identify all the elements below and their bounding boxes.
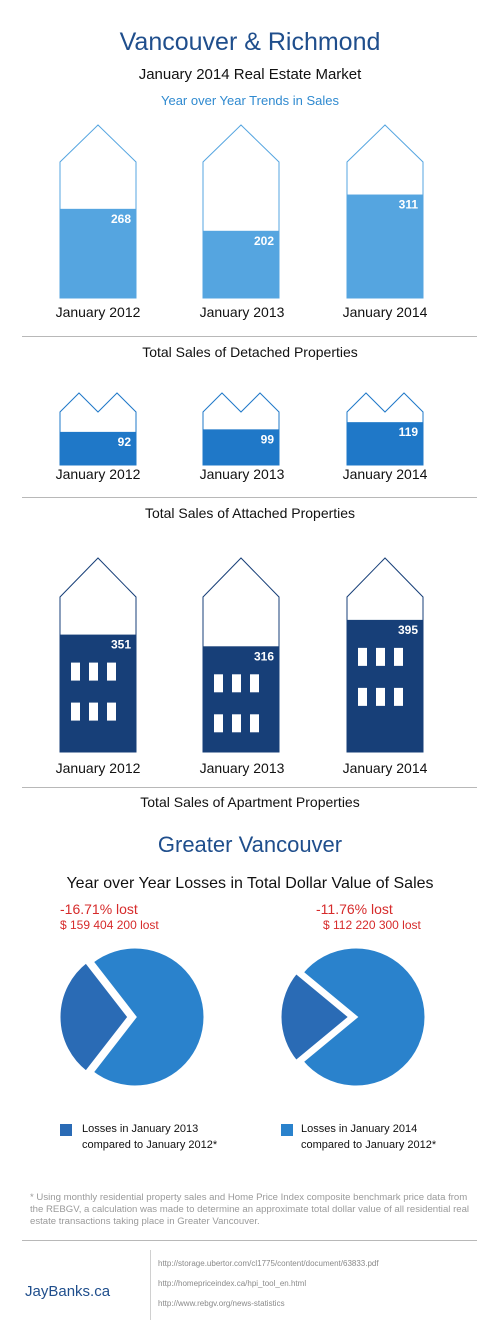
section-subtitle: Year over Year Trends in Sales [160,93,340,108]
attached-year-label: January 2012 [55,466,141,482]
window-icon [232,714,241,733]
window-icon [214,674,223,693]
window-icon [376,687,385,706]
bar-value-label: 119 [399,425,419,439]
loss-amount-2013: $ 159 404 200 lost [60,918,159,932]
legend-2014: Losses in January 2014 compared to Janua… [301,1121,491,1153]
window-icon [71,702,80,721]
bar-value-label: 395 [398,623,418,637]
window-icon [107,662,116,681]
detached-year-label: January 2013 [199,304,285,320]
window-icon [107,702,116,721]
bar [60,431,136,465]
bar-value-label: 92 [118,435,132,449]
brand-link[interactable]: JayBanks.ca [25,1283,111,1300]
loss-pie-charts [57,945,428,1089]
detached-chart-title: Total Sales of Detached Properties [142,344,358,360]
apartment-year-label: January 2013 [199,760,285,776]
legend-line: compared to January 2012* [301,1139,437,1151]
loss-amount-2014: $ 112 220 300 lost [323,918,421,932]
window-icon [394,687,403,706]
bar [203,230,279,298]
bar [60,208,136,298]
loss-percent-2014: -11.76% lost [316,901,393,917]
bar-value-label: 202 [254,234,274,248]
bar-value-label: 99 [261,432,275,446]
bar [347,422,423,465]
window-icon [376,647,385,666]
detached-year-label: January 2012 [55,304,141,320]
section-title: Greater Vancouver [157,832,343,857]
legend-line: compared to January 2012* [82,1139,218,1151]
apartment-year-label: January 2012 [55,760,141,776]
source-link[interactable]: http://homepriceindex.ca/hpi_tool_en.htm… [158,1279,307,1288]
window-icon [214,714,223,733]
window-icon [250,714,259,733]
legend-swatch [60,1124,72,1136]
source-link[interactable]: http://storage.ubertor.com/cl1775/conten… [158,1259,379,1268]
detached-sales-chart: 268 202 311 [59,124,424,299]
attached-year-label: January 2014 [342,466,428,482]
pie-chart-title: Year over Year Losses in Total Dollar Va… [66,875,434,892]
divider [22,1240,477,1241]
legend-line: Losses in January 2013 [82,1123,199,1135]
bar [203,429,279,465]
loss-percent-2013: -16.71% lost [60,901,138,917]
bar [60,634,136,752]
detached-year-label: January 2014 [342,304,428,320]
legend-2013: Losses in January 2013 compared to Janua… [82,1121,272,1153]
divider [150,1250,151,1320]
attached-sales-chart: 92 99 119 [59,392,424,466]
source-link[interactable]: http://www.rebgv.org/news-statistics [158,1299,285,1308]
window-icon [394,647,403,666]
apartment-year-label: January 2014 [342,760,428,776]
window-icon [358,687,367,706]
legend-swatch [281,1124,293,1136]
bar-value-label: 351 [111,638,131,652]
pie-slice-remaining [89,945,207,1089]
bar-value-label: 311 [399,198,419,212]
bar-value-label: 316 [254,649,274,663]
bar [203,646,279,752]
window-icon [232,674,241,693]
bar-value-label: 268 [111,212,131,226]
pie-slice-remaining [299,945,428,1089]
divider [22,787,477,788]
page-title: Vancouver & Richmond [119,28,381,56]
attached-year-label: January 2013 [199,466,285,482]
window-icon [89,662,98,681]
window-icon [71,662,80,681]
divider [22,497,477,498]
bar [347,619,423,752]
window-icon [358,647,367,666]
bar [347,194,423,298]
pie-slice-loss [278,970,353,1064]
apartment-chart-title: Total Sales of Apartment Properties [140,794,360,810]
window-icon [89,702,98,721]
page-subtitle: January 2014 Real Estate Market [138,66,362,83]
window-icon [250,674,259,693]
pie-slice-loss [57,959,131,1075]
footnote: * Using monthly residential property sal… [30,1192,470,1227]
divider [22,336,477,337]
attached-chart-title: Total Sales of Attached Properties [144,505,356,521]
apartment-sales-chart: 351 316 395 [59,557,424,753]
legend-line: Losses in January 2014 [301,1123,418,1135]
